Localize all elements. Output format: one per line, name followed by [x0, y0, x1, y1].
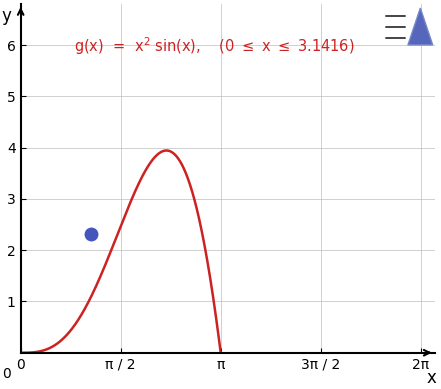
Text: g(x)  =  x$^2$ sin(x),    (0 $\leq$ x $\leq$ 3.1416): g(x) = x$^2$ sin(x), (0 $\leq$ x $\leq$ …	[75, 35, 355, 57]
Text: x: x	[426, 369, 436, 387]
Polygon shape	[408, 8, 433, 45]
Text: 0: 0	[2, 367, 11, 381]
Text: y: y	[2, 7, 11, 25]
